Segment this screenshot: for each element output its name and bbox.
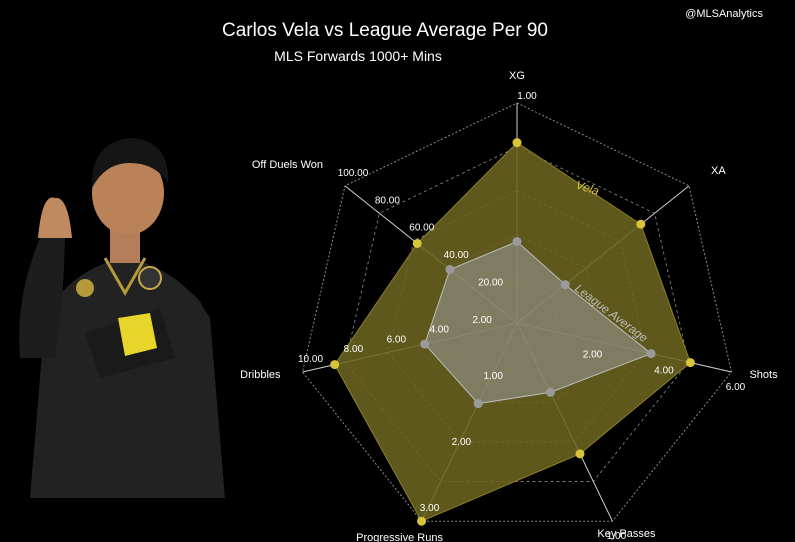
- chart-title: Carlos Vela vs League Average Per 90: [221, 20, 549, 41]
- series-0-point-5: [330, 360, 340, 370]
- head: [92, 151, 164, 235]
- shirt-shoulders: [30, 258, 225, 498]
- axis-label-6: Off Duels Won: [252, 159, 323, 171]
- tick-label-5-1: 4.00: [429, 325, 449, 336]
- series-1-point-2: [646, 349, 656, 359]
- series-0-point-1: [636, 219, 646, 229]
- hair: [91, 138, 169, 188]
- axis-label-1: XA: [711, 165, 726, 177]
- tick-label-5-0: 2.00: [472, 315, 492, 326]
- captain-band: [118, 313, 157, 356]
- axis-label-0: XG: [509, 70, 525, 82]
- axis-label-2: Shots: [749, 369, 778, 381]
- radar-series: [330, 138, 695, 526]
- grid-ring-4: [344, 146, 690, 482]
- axis-label-3: Key Passes: [597, 528, 656, 540]
- tick-label-2-0: 2.00: [583, 349, 603, 360]
- shirt-gold-trim: [103, 257, 147, 297]
- tick-label-6-3: 80.00: [375, 195, 400, 206]
- series-0-point-6: [412, 238, 422, 248]
- series-0-point-4: [417, 516, 427, 526]
- tick-label-3-0: 1.00: [607, 531, 627, 542]
- player-photo: [19, 138, 225, 498]
- series-0-point-2: [685, 358, 695, 368]
- tick-label-5-2: 6.00: [387, 334, 407, 345]
- crest: [76, 279, 94, 297]
- chart-subtitle: MLS Forwards 1000+ Mins: [274, 48, 442, 64]
- tick-label-6-4: 100.00: [338, 168, 369, 179]
- grid-ring-5: [301, 102, 733, 522]
- series-area-1: [424, 241, 653, 405]
- tick-label-6-1: 40.00: [444, 250, 469, 261]
- hands: [38, 197, 72, 238]
- arm-left: [19, 228, 65, 358]
- series-1-point-1: [560, 280, 570, 290]
- series-1-point-0: [512, 237, 522, 247]
- series-0-point-0: [512, 138, 522, 148]
- series-0-point-3: [575, 449, 585, 459]
- axis-label-4: Progressive Runs: [356, 532, 443, 542]
- tick-label-6-0: 20.00: [478, 278, 503, 289]
- tick-label-5-4: 10.00: [298, 354, 323, 365]
- tick-label-6-2: 60.00: [409, 223, 434, 234]
- tick-label-4-0: 1.00: [483, 371, 503, 382]
- series-1-point-5: [420, 339, 430, 349]
- badge: [138, 266, 162, 290]
- series-1-point-4: [473, 399, 483, 409]
- tick-label-2-2: 6.00: [726, 382, 746, 393]
- tick-label-5-3: 8.00: [344, 344, 364, 355]
- tick-label-2-1: 4.00: [654, 366, 674, 377]
- axis-label-5: Dribbles: [240, 369, 281, 381]
- tick-label-0-0: 1.00: [517, 91, 537, 102]
- series-1-point-6: [445, 265, 455, 275]
- tick-label-4-2: 3.00: [420, 503, 440, 514]
- series-1-point-3: [545, 387, 555, 397]
- tick-label-4-1: 2.00: [452, 437, 472, 448]
- watermark: @MLSAnalytics: [685, 8, 763, 20]
